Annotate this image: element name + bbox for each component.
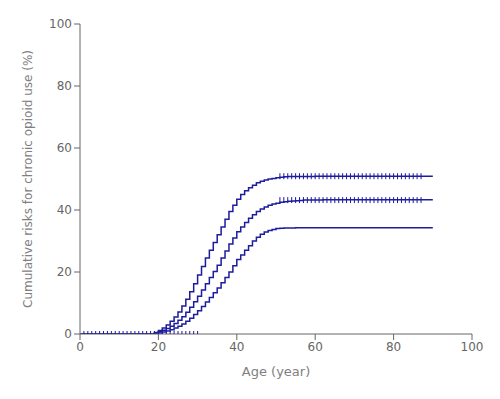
svg-text:0: 0: [76, 340, 84, 354]
svg-text:Cumulative risks for chronic o: Cumulative risks for chronic opioid use …: [21, 50, 35, 308]
svg-text:60: 60: [308, 340, 323, 354]
svg-text:100: 100: [49, 17, 72, 31]
svg-text:80: 80: [57, 79, 72, 93]
svg-text:0: 0: [64, 327, 72, 341]
svg-text:100: 100: [461, 340, 484, 354]
svg-text:40: 40: [229, 340, 244, 354]
svg-text:20: 20: [57, 265, 72, 279]
svg-text:40: 40: [57, 203, 72, 217]
svg-text:60: 60: [57, 141, 72, 155]
svg-text:20: 20: [151, 340, 166, 354]
svg-text:80: 80: [386, 340, 401, 354]
svg-text:Age (year): Age (year): [242, 364, 310, 379]
